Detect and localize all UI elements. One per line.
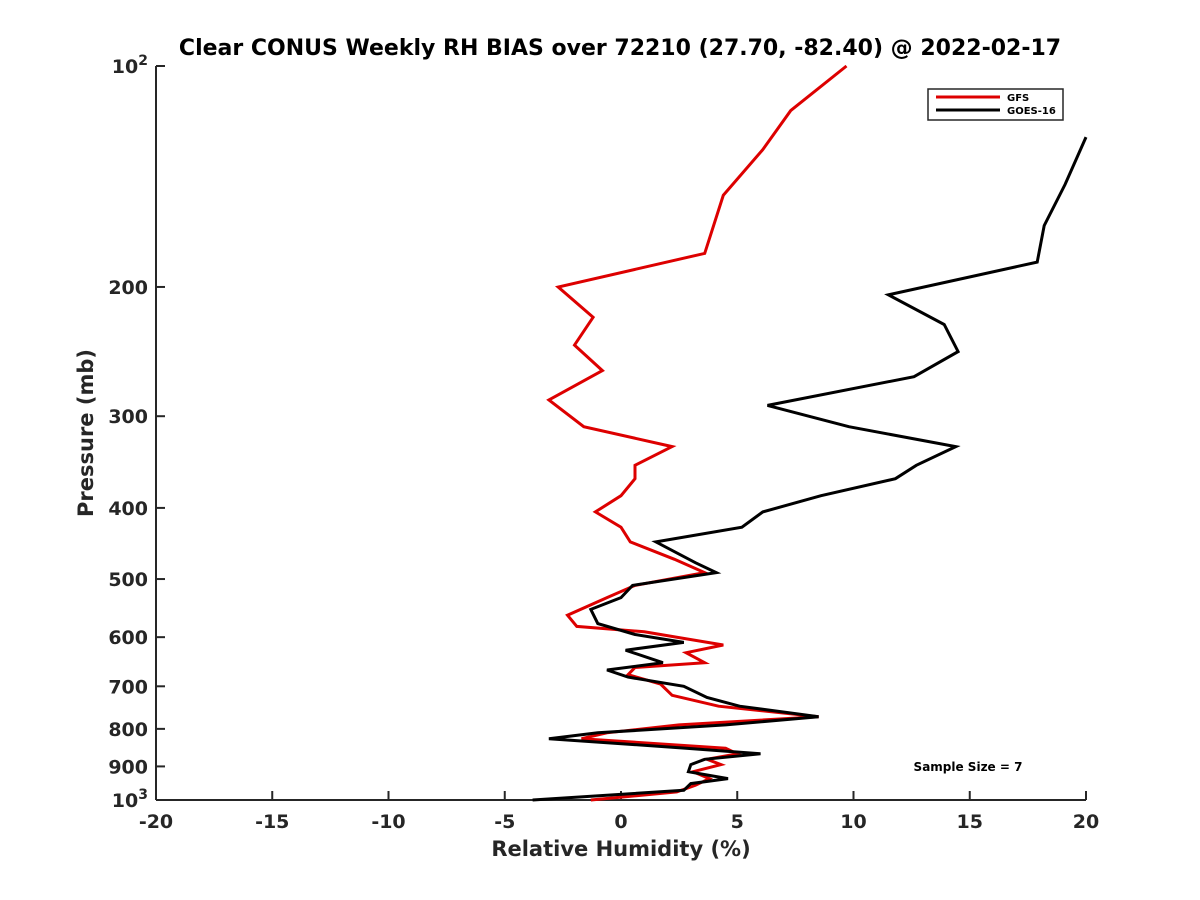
y-tick-label: 900 (108, 756, 148, 778)
y-tick-label: 102 (112, 53, 148, 78)
y-tick-label: 800 (108, 719, 148, 741)
series-line-goes-16 (532, 136, 1088, 802)
x-tick-label: 0 (614, 811, 627, 833)
y-tick-label: 600 (108, 627, 148, 649)
y-tick-label: 200 (108, 277, 148, 299)
y-tick-label: 700 (108, 676, 148, 698)
y-tick-label: 500 (108, 569, 148, 591)
x-tick-label: -20 (139, 811, 173, 833)
x-tick-label: 5 (731, 811, 744, 833)
legend-label: GFS (1007, 93, 1029, 104)
y-axis-label: Pressure (mb) (74, 349, 98, 517)
legend-label: GOES-16 (1007, 106, 1056, 117)
x-axis-label: Relative Humidity (%) (491, 837, 750, 861)
y-tick-label: 103 (112, 787, 148, 812)
y-tick-label: 300 (108, 406, 148, 428)
chart-title: Clear CONUS Weekly RH BIAS over 72210 (2… (179, 36, 1061, 61)
x-tick-label: 20 (1073, 811, 1099, 833)
series-line-gfs (546, 64, 848, 802)
x-tick-label: 15 (957, 811, 983, 833)
x-tick-label: -15 (255, 811, 289, 833)
legend-box (927, 88, 1064, 121)
x-tick-label: -5 (494, 811, 515, 833)
x-tick-label: 10 (840, 811, 866, 833)
y-tick-label: 400 (108, 498, 148, 520)
legend: GFS GOES-16 (927, 88, 1064, 121)
series-layer (532, 64, 1088, 802)
x-tick-label: -10 (371, 811, 405, 833)
axes: -20 -15 -10 -5 0 5 10 15 20 102 200 300 400 500 600 700… (108, 53, 1099, 833)
sample-size-annotation: Sample Size = 7 (914, 760, 1023, 774)
